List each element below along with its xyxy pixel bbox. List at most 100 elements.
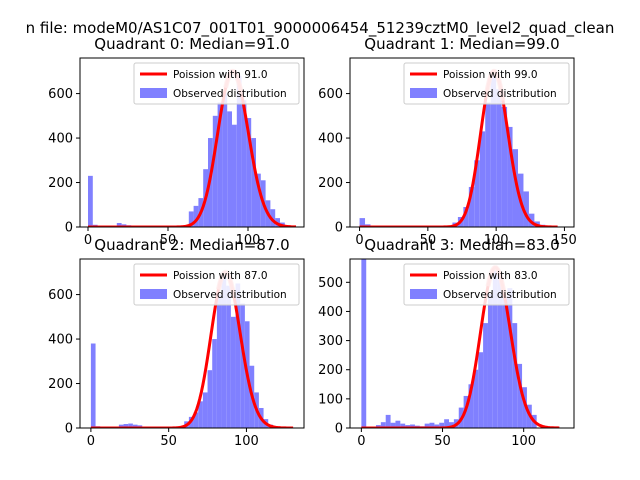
histogram-bar xyxy=(496,89,502,227)
y-tick-label: 300 xyxy=(318,334,343,349)
y-tick-label: 400 xyxy=(48,132,73,147)
subplot-title: Quadrant 1: Median=99.0 xyxy=(364,35,559,53)
legend-poisson-label: Poission with 87.0 xyxy=(173,270,268,282)
y-tick-label: 200 xyxy=(48,176,73,191)
x-tick-label: 100 xyxy=(234,434,259,449)
poisson-curve xyxy=(88,69,297,227)
histogram-bar xyxy=(227,111,232,227)
axes-frame xyxy=(79,57,305,228)
histogram-bar xyxy=(512,323,518,428)
legend: Poission with 99.0 Observed distribution xyxy=(403,62,570,105)
legend: Poission with 91.0 Observed distribution xyxy=(133,62,300,105)
legend-observed-label: Observed distribution xyxy=(173,88,287,100)
histogram-bar xyxy=(232,124,237,227)
y-tick-label: 600 xyxy=(318,87,343,102)
poisson-curve xyxy=(359,69,558,227)
y-tick-label: 500 xyxy=(318,276,343,291)
histogram-bar xyxy=(212,339,217,428)
histogram-bar xyxy=(485,102,491,227)
x-tick-label: 50 xyxy=(160,233,177,248)
x-tick-label: 0 xyxy=(355,233,363,248)
x-tick-label: 0 xyxy=(357,434,365,449)
histogram-bar xyxy=(251,138,256,227)
x-tick-label: 0 xyxy=(84,233,92,248)
legend-poisson-label: Poission with 83.0 xyxy=(443,270,538,282)
axes-frame xyxy=(79,258,305,429)
histogram-bar xyxy=(512,149,518,227)
histogram-bar xyxy=(246,118,252,227)
histogram-bar xyxy=(395,420,401,428)
histogram-bar xyxy=(517,363,523,428)
histogram-bar xyxy=(361,259,367,428)
histogram-bar xyxy=(492,270,498,428)
y-tick-label: 200 xyxy=(48,377,73,392)
figure-suptitle: n file: modeM0/AS1C07_001T01_9000006454_… xyxy=(26,19,615,38)
legend-box xyxy=(403,263,570,306)
histogram-bar xyxy=(216,294,222,428)
histogram-bar xyxy=(116,222,122,227)
histogram-bar xyxy=(385,414,391,428)
histogram-bar xyxy=(198,401,203,428)
histogram-bar xyxy=(193,205,199,227)
subplot-title: Quadrant 2: Median=87.0 xyxy=(94,236,289,254)
histogram-bar xyxy=(478,352,484,428)
histogram-bar xyxy=(468,186,475,227)
poisson-curve xyxy=(90,270,294,428)
y-tick-label: 600 xyxy=(48,87,73,102)
histogram-bar xyxy=(241,100,247,227)
histogram-bar xyxy=(487,293,493,428)
histogram-bar xyxy=(390,422,396,428)
histogram-bar xyxy=(429,422,435,428)
legend-observed-label: Observed distribution xyxy=(443,289,557,301)
histogram-bar xyxy=(502,296,508,428)
histogram-bar xyxy=(424,423,430,428)
axes-frame xyxy=(349,57,575,228)
subplot-title: Quadrant 0: Median=91.0 xyxy=(94,35,289,53)
histogram-bar xyxy=(474,160,480,227)
histogram-bar xyxy=(90,343,96,428)
legend-observed-swatch xyxy=(140,88,167,98)
y-tick-label: 400 xyxy=(318,305,343,320)
histogram-bar xyxy=(497,276,503,428)
histogram-bar xyxy=(434,424,440,428)
y-tick-label: 600 xyxy=(48,288,73,303)
y-tick-label: 200 xyxy=(318,176,343,191)
y-tick-label: 200 xyxy=(318,363,343,378)
histogram-bar xyxy=(483,323,488,428)
histogram-bar xyxy=(490,75,497,227)
x-tick-label: 50 xyxy=(420,233,437,248)
legend: Poission with 87.0 Observed distribution xyxy=(133,263,300,306)
histogram-bar xyxy=(212,115,218,227)
histogram-bar xyxy=(522,387,527,428)
y-tick-label: 0 xyxy=(335,221,343,236)
histogram-bar xyxy=(359,218,366,227)
legend-poisson-label: Poission with 91.0 xyxy=(173,69,268,81)
x-tick-label: 50 xyxy=(434,434,451,449)
legend-observed-swatch xyxy=(140,289,167,299)
y-tick-label: 0 xyxy=(65,422,73,437)
x-tick-label: 100 xyxy=(236,233,261,248)
y-tick-label: 0 xyxy=(335,422,343,437)
histogram-bar xyxy=(523,191,529,227)
histogram-bar xyxy=(507,126,513,227)
histogram-bar xyxy=(207,370,213,428)
histogram-bar xyxy=(202,392,208,428)
y-tick-label: 100 xyxy=(318,392,343,407)
x-tick-label: 50 xyxy=(160,434,177,449)
histogram-bar xyxy=(123,423,129,428)
histogram-bar xyxy=(193,412,199,428)
x-tick-label: 150 xyxy=(552,233,577,248)
y-tick-label: 400 xyxy=(318,132,343,147)
histogram-bar xyxy=(270,209,276,227)
histogram-bar xyxy=(88,175,93,227)
plot-area xyxy=(90,269,294,428)
legend-observed-swatch xyxy=(410,289,437,299)
histogram-bar xyxy=(444,419,450,428)
subplot-quadrant-1: 0 50 100 150 0 200 400 600 Quadrant 1: Median=99… xyxy=(318,35,577,248)
histogram-bar xyxy=(226,285,231,428)
x-tick-label: 100 xyxy=(484,233,509,248)
legend-observed-label: Observed distribution xyxy=(173,289,287,301)
